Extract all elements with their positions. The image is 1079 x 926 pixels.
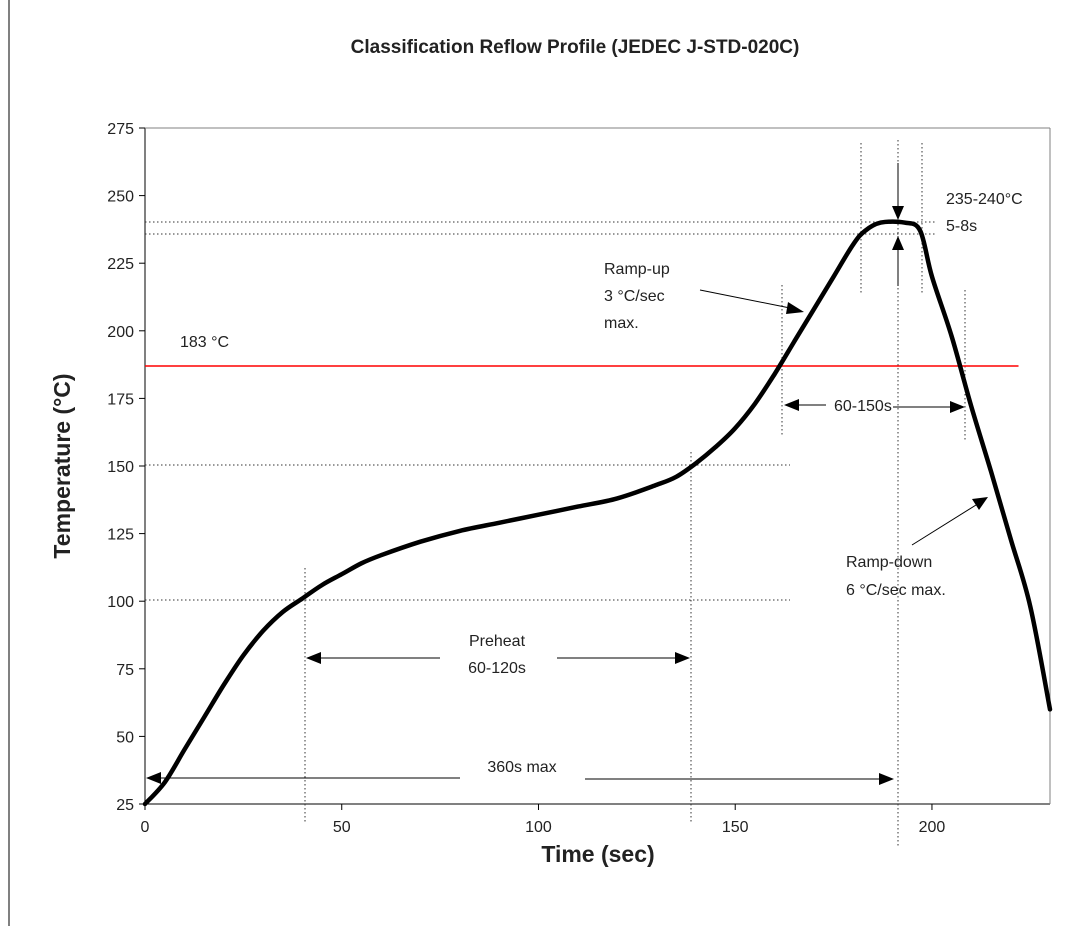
y-tick-label: 125: [107, 527, 134, 544]
y-tick-label: 175: [107, 391, 134, 408]
arrowhead-rampup: [786, 302, 804, 314]
total-time-label: 360s max: [487, 759, 556, 776]
rampup-label-line1: Ramp-up: [604, 261, 670, 278]
liquidus-label: 183 °C: [180, 334, 229, 351]
arrowhead-tal-left: [784, 399, 799, 411]
x-tick-label: 200: [919, 819, 946, 836]
rampdown-label-line1: Ramp-down: [846, 554, 932, 571]
reflow-profile-curve: [142, 219, 1053, 807]
y-tick-label: 250: [107, 189, 134, 206]
x-tick-label: 50: [333, 819, 351, 836]
y-tick-label: 225: [107, 256, 134, 273]
y-tick-label: 100: [107, 594, 134, 611]
guide-lines: [145, 140, 966, 848]
arrowhead-total-right: [879, 773, 894, 785]
arrow-rampup: [699, 289, 791, 309]
tal-label: 60-150s: [834, 398, 892, 415]
chart-title: Classification Reflow Profile (JEDEC J-S…: [351, 37, 800, 58]
preheat-label-line1: Preheat: [469, 633, 526, 650]
x-axis-title: Time (sec): [541, 841, 654, 867]
y-tick-label: 275: [107, 121, 134, 138]
arrowhead-peak-up: [892, 236, 904, 250]
y-tick-label: 150: [107, 459, 134, 476]
preheat-label-line2: 60-120s: [468, 660, 526, 677]
peak-time-label: 5-8s: [946, 218, 977, 235]
annotation-arrows: [146, 163, 988, 785]
y-tick-label: 25: [116, 797, 134, 814]
rampup-label-line3: max.: [604, 315, 639, 332]
peak-temp-label: 235-240°C: [946, 191, 1023, 208]
y-tick-label: 200: [107, 324, 134, 341]
y-axis-title: Temperature (°C): [49, 373, 75, 558]
arrowhead-rampdown: [972, 497, 988, 510]
x-tick-label: 100: [525, 819, 552, 836]
arrowhead-total-left: [146, 772, 161, 784]
arrowhead-peak-down: [892, 206, 904, 220]
x-ticks: 0 50 100 150 200: [141, 804, 946, 836]
x-tick-label: 150: [722, 819, 749, 836]
y-ticks: 25 50 75 100 125 150 175 200 225 250 275: [107, 121, 145, 814]
arrowhead-preheat-left: [306, 652, 321, 664]
x-tick-label: 0: [141, 819, 150, 836]
y-tick-label: 50: [116, 729, 134, 746]
arrowhead-preheat-right: [675, 652, 690, 664]
arrow-rampdown: [911, 504, 977, 546]
arrowhead-tal-right: [950, 401, 965, 413]
annotation-labels: 235-240°C 5-8s Ramp-up 3 °C/sec max. 60-…: [468, 191, 1023, 776]
rampdown-label-line2: 6 °C/sec max.: [846, 582, 946, 599]
page-frame: [6, 6, 1073, 920]
rampup-label-line2: 3 °C/sec: [604, 288, 665, 305]
y-tick-label: 75: [116, 662, 134, 679]
